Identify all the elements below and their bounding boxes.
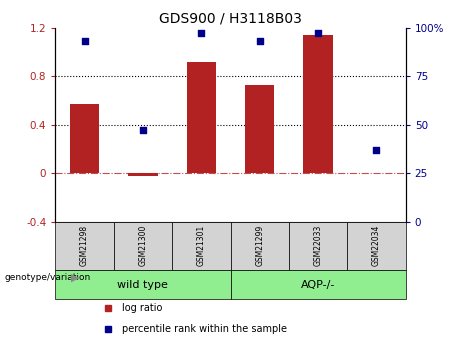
Text: genotype/variation: genotype/variation	[5, 273, 91, 282]
Point	[198, 31, 205, 36]
Text: GSM22033: GSM22033	[313, 225, 323, 266]
Text: GSM21299: GSM21299	[255, 225, 264, 266]
Bar	[70, 104, 99, 173]
Bar	[303, 35, 333, 173]
Bar	[230, 270, 406, 299]
Bar	[114, 221, 172, 270]
Bar	[172, 221, 230, 270]
Bar	[128, 173, 158, 176]
Text: GSM21300: GSM21300	[138, 225, 148, 266]
Title: GDS900 / H3118B03: GDS900 / H3118B03	[159, 11, 302, 25]
Text: AQP-/-: AQP-/-	[301, 279, 335, 289]
Text: GSM22034: GSM22034	[372, 225, 381, 266]
Bar	[55, 270, 230, 299]
Text: log ratio: log ratio	[122, 303, 162, 313]
Point	[373, 147, 380, 152]
Point	[139, 128, 147, 133]
Bar	[289, 221, 347, 270]
Text: GSM21298: GSM21298	[80, 225, 89, 266]
Text: wild type: wild type	[118, 279, 168, 289]
Bar	[187, 61, 216, 173]
Point	[81, 38, 88, 44]
Bar	[230, 221, 289, 270]
Bar	[245, 85, 274, 173]
Bar	[347, 221, 406, 270]
Text: GSM21301: GSM21301	[197, 225, 206, 266]
Text: ▶: ▶	[71, 273, 80, 283]
Point	[314, 31, 322, 36]
Text: percentile rank within the sample: percentile rank within the sample	[122, 324, 287, 334]
Point	[256, 38, 263, 44]
Bar	[55, 221, 114, 270]
